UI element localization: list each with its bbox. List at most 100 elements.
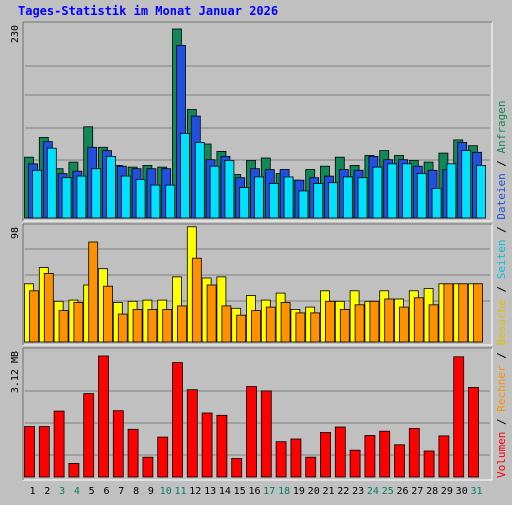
bar-seiten-day-16 [254,176,264,219]
bar-volumen-day-23 [349,449,361,478]
bar-seiten-day-12 [194,141,205,219]
x-tick-label-day-20: 20 [308,486,320,497]
bar-seiten-day-26 [402,163,412,219]
x-tick-label-day-6: 6 [103,486,109,497]
side-legend-dateien: Dateien [495,173,508,219]
panel-bottom: 3.12 MB [10,347,493,481]
bar-seiten-day-14 [224,160,235,219]
bar-rechner-day-4 [73,301,84,343]
bar-seiten-day-2 [46,147,57,219]
x-tick-label-day-28: 28 [426,486,438,497]
bar-rechner-day-9 [147,308,158,343]
bar-seiten-day-1 [32,169,42,219]
bar-volumen-day-17 [260,390,272,478]
bar-volumen-day-27 [408,428,420,478]
bar-rechner-day-16 [251,310,261,343]
bar-rechner-day-22 [339,308,350,343]
x-tick-label-day-16: 16 [248,486,260,497]
x-tick-label-day-25: 25 [382,486,394,497]
bar-rechner-day-7 [117,313,128,343]
y-max-label-bottom: 3.12 MB [10,351,21,393]
x-tick-label-day-22: 22 [337,486,349,497]
bar-rechner-day-27 [413,297,424,343]
bar-volumen-day-13 [201,412,213,478]
bar-rechner-day-3 [58,310,69,343]
bar-rechner-day-8 [132,308,143,343]
bar-seiten-day-4 [76,175,87,219]
bar-volumen-day-4 [68,462,80,478]
side-legend: Volumen / Rechner / Besuche / Seiten / D… [495,100,508,478]
bar-rechner-day-25 [384,298,395,343]
y-max-label-top: 230 [10,25,21,43]
side-legend-seiten: Seiten [495,240,508,280]
bar-rechner-day-17 [265,306,276,343]
bar-volumen-day-25 [379,430,391,478]
bar-seiten-day-9 [150,184,161,219]
y-max-label-middle: 98 [10,227,21,239]
bar-seiten-day-22 [342,176,353,219]
bar-volumen-day-30 [453,356,465,478]
bar-volumen-day-8 [127,428,139,478]
x-tick-label-day-24: 24 [367,486,379,497]
x-tick-label-day-18: 18 [278,486,290,497]
side-legend-rechner: Rechner [495,365,508,412]
bar-seiten-day-27 [416,173,427,219]
bar-rechner-day-30 [458,283,469,343]
x-tick-label-day-17: 17 [263,486,275,497]
bar-seiten-day-30 [461,150,472,219]
chart-title: Tages-Statistik im Monat Januar 2026 [18,4,278,18]
bar-rechner-day-31 [473,283,483,343]
bar-seiten-day-28 [431,187,442,219]
side-legend-separator: / [495,153,508,173]
bar-volumen-day-14 [216,414,228,478]
bar-volumen-day-16 [246,386,257,478]
bar-rechner-day-5 [88,241,99,343]
bar-seiten-day-17 [268,183,279,219]
bar-volumen-day-20 [305,456,317,478]
bar-rechner-day-29 [443,283,454,343]
bar-volumen-day-24 [364,435,376,478]
bar-volumen-day-29 [438,435,450,478]
x-tick-label-day-5: 5 [89,486,95,497]
bar-seiten-day-21 [328,182,338,219]
x-tick-label-day-7: 7 [118,486,124,497]
side-legend-separator: / [495,220,508,240]
bar-rechner-day-10 [162,308,173,343]
side-legend-separator: / [495,346,508,366]
bar-seiten-day-24 [372,166,383,219]
x-tick-label-day-27: 27 [411,486,423,497]
side-legend-anfragen: Anfragen [495,100,508,153]
x-tick-label-day-12: 12 [189,486,201,497]
bar-volumen-day-28 [423,450,435,478]
bar-rechner-day-2 [43,272,54,343]
x-tick-label-day-10: 10 [160,486,172,497]
bar-rechner-day-15 [236,314,247,343]
bar-rechner-day-19 [295,312,306,343]
side-legend-separator: / [495,279,508,299]
x-tick-label-day-21: 21 [322,486,334,497]
bar-seiten-day-19 [298,190,309,219]
x-tick-label-day-14: 14 [219,486,231,497]
bar-seiten-day-11 [180,132,190,219]
panel-middle: 98 [10,223,493,346]
x-tick-label-day-15: 15 [234,486,246,497]
bar-seiten-day-6 [106,155,116,219]
x-tick-label-day-29: 29 [441,486,453,497]
bar-seiten-day-13 [209,165,220,219]
bar-volumen-day-12 [186,389,198,478]
bar-rechner-day-11 [177,305,187,343]
x-tick-label-day-30: 30 [456,486,468,497]
bar-seiten-day-25 [387,163,398,219]
x-tick-label-day-8: 8 [133,486,139,497]
bar-rechner-day-12 [191,257,202,343]
x-tick-label-day-9: 9 [148,486,154,497]
bar-volumen-day-26 [394,444,405,478]
bar-rechner-day-18 [280,301,291,343]
bar-seiten-day-20 [313,183,324,219]
panel-top: 230 [10,21,493,222]
side-legend-volumen: Volumen [495,432,508,478]
bar-seiten-day-8 [135,178,146,219]
bar-volumen-day-19 [290,438,302,478]
bar-seiten-day-31 [476,164,486,219]
